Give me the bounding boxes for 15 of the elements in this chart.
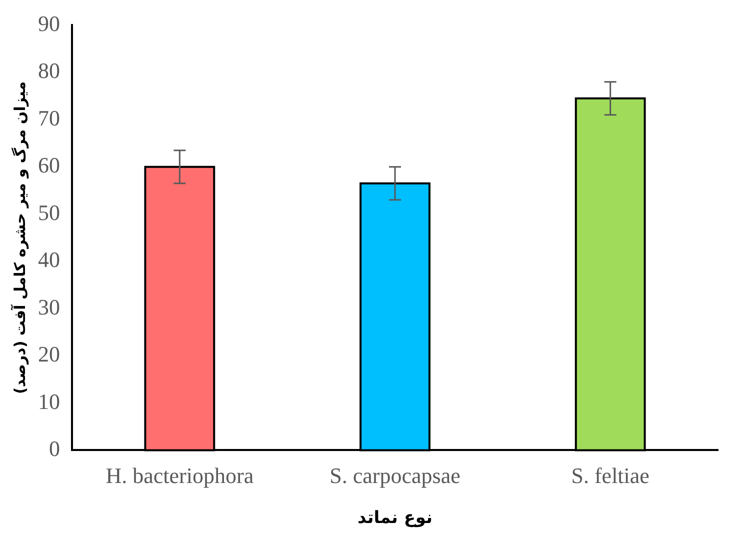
y-axis-title: میزان مرگ و میر حشره کامل آفت (درصد): [10, 81, 29, 394]
x-tick-label: S. feltiae: [571, 463, 650, 488]
x-tick-label: H. bacteriophora: [106, 463, 254, 488]
y-tick-label: 30: [38, 294, 60, 320]
x-tick-label: S. carpocapsae: [330, 463, 460, 488]
x-axis-title: نوع نماتد: [358, 508, 432, 528]
y-tick-label: 20: [38, 342, 60, 367]
y-tick-label: 0: [49, 436, 60, 461]
y-tick-label: 60: [38, 152, 60, 178]
y-tick-label: 50: [38, 200, 60, 225]
y-tick-label: 90: [38, 10, 60, 36]
y-tick-label: 40: [38, 247, 60, 272]
y-tick-label: 10: [38, 388, 60, 414]
y-tick-label: 70: [38, 105, 60, 130]
y-tick-label: 80: [38, 58, 60, 84]
